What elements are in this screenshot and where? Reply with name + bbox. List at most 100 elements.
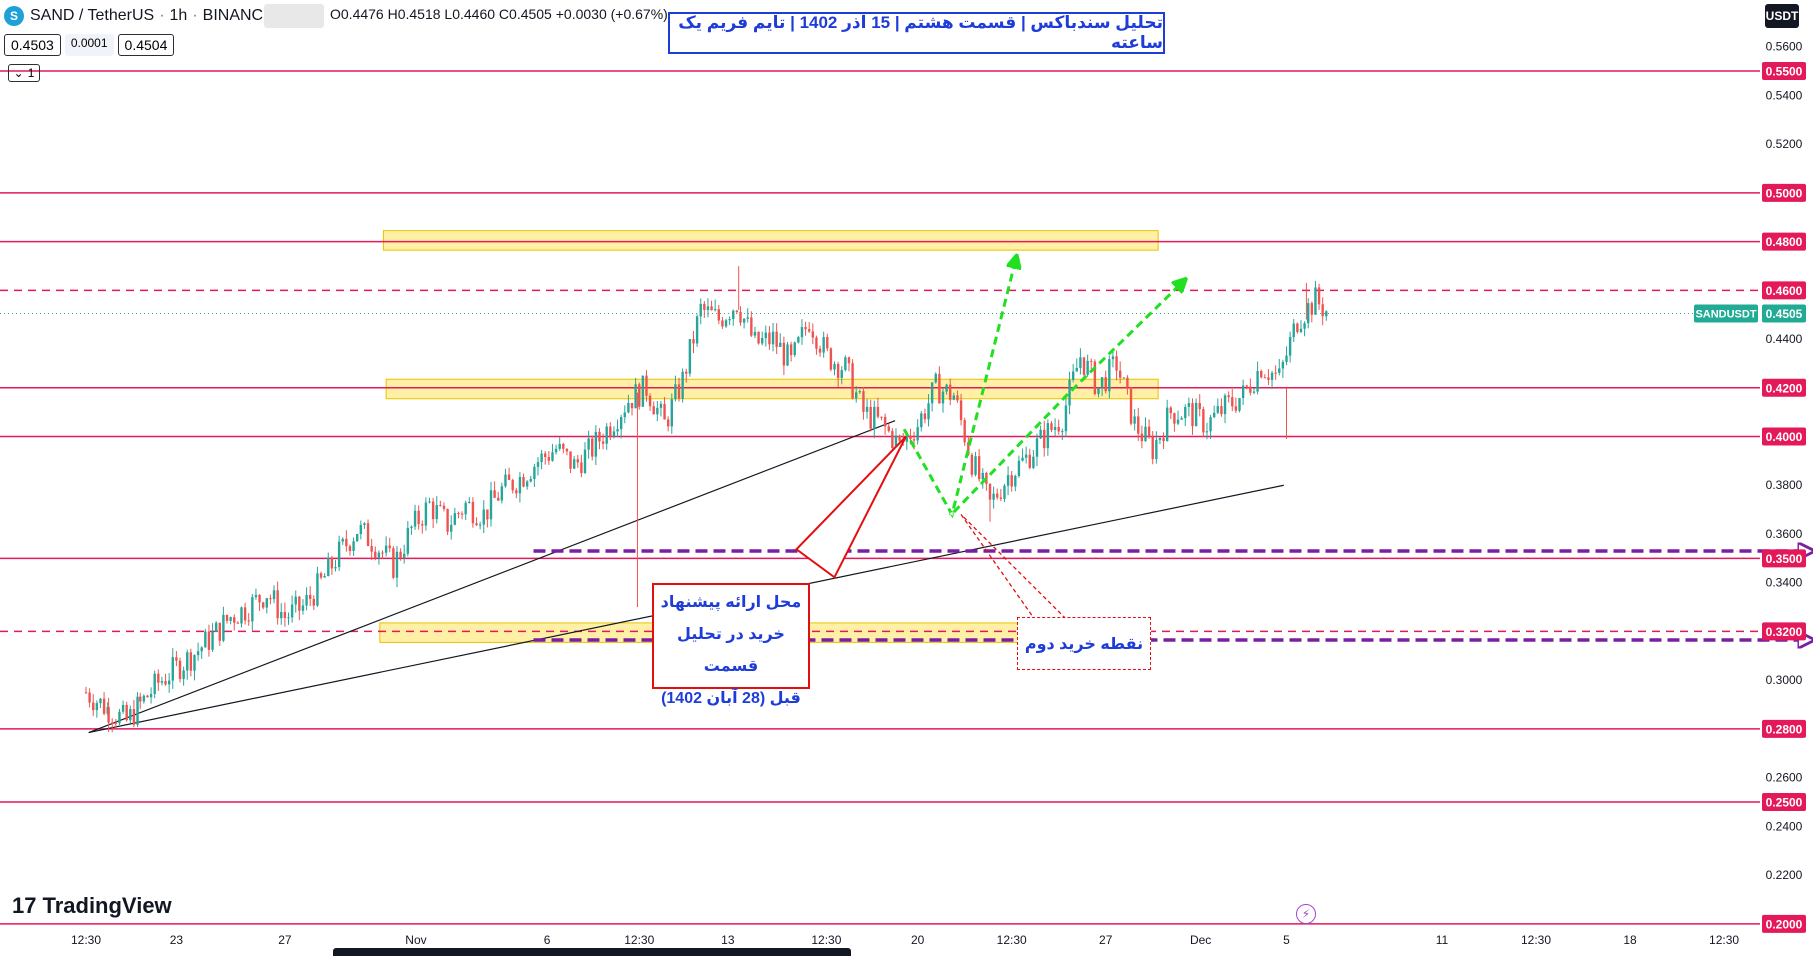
candle-body — [497, 497, 500, 501]
candle-body — [330, 557, 334, 569]
candle-body — [847, 357, 851, 364]
level-price-tag — [1762, 232, 1806, 251]
candle-body — [681, 371, 684, 399]
candle-body — [319, 573, 323, 578]
visibility-toggle-icon[interactable] — [264, 4, 324, 28]
candle-body — [269, 598, 272, 600]
separator: · — [159, 7, 165, 24]
candle-body — [1241, 385, 1245, 399]
time-axis[interactable]: 12:30 23 27 Nov 6 12:30 13 12:30 20 12:30 27 Dec 5 11… — [71, 933, 1739, 947]
candle-body — [1082, 357, 1086, 375]
note-line: قبل (28 آبان 1402) — [661, 690, 801, 707]
candle-body — [261, 602, 265, 608]
candle-body — [1176, 419, 1180, 424]
candle-body — [1288, 337, 1292, 356]
candle-body — [648, 395, 652, 407]
candle-body — [1263, 377, 1267, 379]
candle-body — [359, 524, 363, 535]
level-price-label: 0.5500 — [1766, 65, 1803, 79]
tradingview-logo[interactable]: 17 TradingView — [12, 893, 172, 919]
candle-body — [1028, 454, 1031, 468]
candle-body — [768, 332, 771, 345]
candle-body — [688, 339, 692, 374]
candle-body — [1155, 439, 1158, 460]
price-tick-label: 0.2600 — [1766, 771, 1803, 785]
price-axis[interactable]: 0.5500 0.5000 0.4800 0.4600 0.4200 0.4000 0.35… — [1694, 40, 1806, 933]
candle-body — [1162, 438, 1165, 442]
level-price-label: 0.2800 — [1766, 722, 1803, 736]
level-price-tag — [1762, 281, 1806, 300]
candle-body — [312, 598, 316, 606]
candle-body — [204, 631, 207, 648]
candle-body — [565, 448, 569, 452]
candle-body — [992, 493, 995, 500]
price-tick-label: 0.5600 — [1766, 40, 1803, 54]
candle-body — [732, 310, 735, 320]
lightning-icon[interactable]: ⚡ — [1296, 904, 1316, 924]
candle-body — [601, 441, 605, 444]
price-tick-label: 0.2200 — [1766, 868, 1803, 882]
candle-body — [298, 596, 301, 611]
candle-body — [305, 594, 308, 606]
candle-body — [1274, 372, 1277, 374]
candle-body — [1292, 323, 1295, 338]
candle-body — [1234, 406, 1238, 411]
currency-button[interactable]: USDT — [1765, 4, 1799, 28]
symbol-name[interactable]: SAND / TetherUS — [28, 7, 157, 25]
candle-body — [460, 513, 464, 515]
candle-body — [822, 337, 825, 353]
candle-body — [1205, 431, 1209, 433]
candle-body — [1133, 416, 1136, 424]
candle-body — [356, 534, 359, 542]
candle-body — [1307, 303, 1310, 324]
candle-body — [905, 435, 909, 442]
candle-body — [218, 622, 221, 641]
level-price-tag — [1762, 378, 1806, 397]
candle-body — [182, 670, 185, 679]
ask-price[interactable]: 0.4504 — [117, 34, 175, 56]
candle-body — [399, 551, 402, 558]
time-scrollbar[interactable] — [333, 948, 851, 956]
candle-body — [1194, 402, 1198, 427]
candle-body — [1003, 485, 1006, 499]
candle-body — [222, 614, 225, 641]
candle-body — [623, 412, 626, 418]
candle-body — [489, 490, 493, 520]
candle-body — [771, 331, 775, 345]
candle-body — [1046, 423, 1050, 449]
candle-body — [421, 524, 424, 526]
candle-body — [858, 391, 862, 393]
candle-body — [757, 331, 760, 344]
candle-body — [1039, 429, 1042, 439]
candle-body — [883, 416, 887, 427]
price-tick-label: 0.5200 — [1766, 137, 1803, 151]
candle-body — [149, 693, 153, 698]
candle-body — [1021, 457, 1024, 461]
candle-body — [471, 501, 475, 524]
candle-body — [789, 344, 793, 356]
candle-body — [323, 576, 326, 578]
candle-body — [1267, 377, 1270, 380]
bid-price[interactable]: 0.4503 — [4, 34, 61, 56]
level-price-tag — [1762, 62, 1806, 81]
candle-body — [703, 303, 706, 310]
candle-body — [1010, 475, 1013, 487]
trend-line — [88, 420, 896, 734]
level-price-label: 0.4600 — [1766, 284, 1803, 298]
exchange: BINANCE — [200, 7, 276, 25]
candle-body — [959, 400, 963, 421]
candle-body — [779, 342, 782, 347]
indicators-collapse-button[interactable]: ⌄ 1 — [8, 64, 40, 82]
candle-body — [880, 416, 883, 418]
last-price-label: 0.4505 — [1766, 307, 1803, 321]
candle-body — [1238, 398, 1241, 411]
candle-body — [630, 402, 634, 409]
candle-body — [572, 459, 576, 469]
candle-body — [663, 403, 666, 420]
candle-body — [233, 617, 236, 623]
candle-body — [280, 611, 283, 619]
interval[interactable]: 1h — [167, 7, 190, 25]
candle-body — [699, 303, 702, 317]
candle-body — [1314, 287, 1317, 315]
